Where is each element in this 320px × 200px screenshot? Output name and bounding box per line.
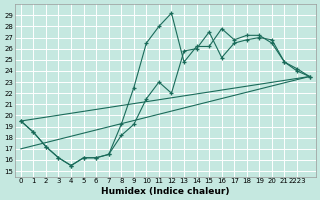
X-axis label: Humidex (Indice chaleur): Humidex (Indice chaleur) xyxy=(101,187,229,196)
